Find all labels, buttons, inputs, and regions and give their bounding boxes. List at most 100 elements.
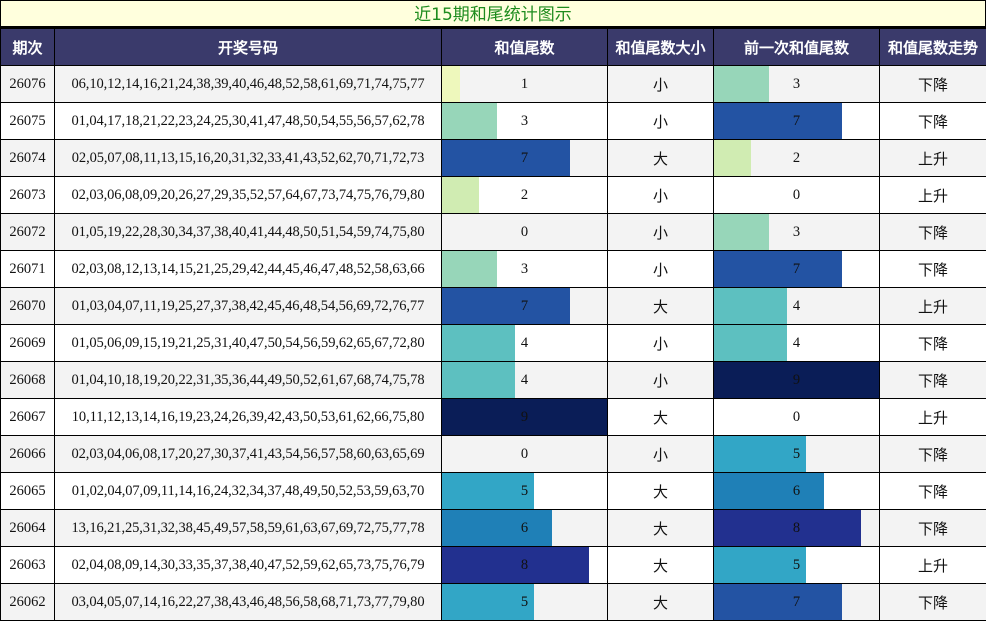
tail-bar: [442, 399, 607, 435]
table-row: 26075 01,04,17,18,21,22,23,24,25,30,41,47…: [0, 102, 986, 140]
tail-cell: 9: [441, 398, 608, 436]
prev-tail-bar: [714, 325, 788, 361]
prev-tail-value: 3: [792, 223, 801, 240]
trend-cell: 下降: [879, 65, 986, 103]
tail-value: 6: [520, 519, 529, 536]
tail-cell: 0: [441, 435, 608, 473]
header-size: 和值尾数大小: [607, 28, 714, 66]
tail-value: 2: [520, 186, 529, 203]
prev-tail-value: 0: [792, 408, 801, 425]
issue-cell: 26071: [0, 250, 55, 288]
size-cell: 小: [607, 213, 714, 251]
prev-tail-cell: 3: [713, 65, 880, 103]
numbers-cell: 01,05,06,09,15,19,21,25,31,40,47,50,54,5…: [54, 324, 442, 362]
numbers-cell: 03,04,05,07,14,16,22,27,38,43,46,48,56,5…: [54, 583, 442, 621]
trend-cell: 下降: [879, 435, 986, 473]
prev-tail-value: 4: [792, 297, 801, 314]
trend-cell: 上升: [879, 546, 986, 584]
tail-value: 1: [520, 75, 529, 92]
tail-value: 7: [520, 297, 529, 314]
prev-tail-cell: 2: [713, 139, 880, 177]
tail-bar: [442, 251, 497, 287]
prev-tail-cell: 0: [713, 176, 880, 214]
trend-cell: 下降: [879, 361, 986, 399]
prev-tail-cell: 7: [713, 102, 880, 140]
header-issue: 期次: [0, 28, 55, 66]
size-cell: 大: [607, 509, 714, 547]
numbers-cell: 02,03,08,12,13,14,15,21,25,29,42,44,45,4…: [54, 250, 442, 288]
prev-tail-value: 7: [792, 593, 801, 610]
table-row: 26073 02,03,06,08,09,20,26,27,29,35,52,57…: [0, 176, 986, 214]
stats-table: 期次 开奖号码 和值尾数 和值尾数大小 前一次和值尾数 和值尾数走势 26076…: [0, 28, 986, 621]
tail-bar: [442, 66, 461, 102]
prev-tail-value: 0: [792, 186, 801, 203]
prev-tail-cell: 7: [713, 583, 880, 621]
size-cell: 小: [607, 176, 714, 214]
tail-cell: 3: [441, 102, 608, 140]
size-cell: 大: [607, 398, 714, 436]
trend-cell: 上升: [879, 287, 986, 325]
trend-cell: 下降: [879, 324, 986, 362]
trend-cell: 上升: [879, 139, 986, 177]
size-cell: 大: [607, 546, 714, 584]
tail-bar: [442, 103, 497, 139]
prev-tail-bar: [714, 288, 788, 324]
prev-tail-cell: 5: [713, 546, 880, 584]
prev-tail-cell: 6: [713, 472, 880, 510]
table-row: 26076 06,10,12,14,16,21,24,38,39,40,46,48…: [0, 65, 986, 103]
issue-cell: 26073: [0, 176, 55, 214]
tail-cell: 7: [441, 139, 608, 177]
tail-value: 0: [520, 445, 529, 462]
table-row: 26065 01,02,04,07,09,11,14,16,24,32,34,37…: [0, 472, 986, 510]
tail-cell: 5: [441, 583, 608, 621]
tail-value: 9: [520, 408, 529, 425]
prev-tail-value: 3: [792, 75, 801, 92]
prev-tail-value: 7: [792, 112, 801, 129]
issue-cell: 26075: [0, 102, 55, 140]
prev-tail-cell: 8: [713, 509, 880, 547]
prev-tail-bar: [714, 103, 843, 139]
tail-bar: [442, 510, 552, 546]
trend-cell: 下降: [879, 509, 986, 547]
tail-value: 0: [520, 223, 529, 240]
table-row: 26070 01,03,04,07,11,19,25,27,37,38,42,45…: [0, 287, 986, 325]
numbers-cell: 01,04,17,18,21,22,23,24,25,30,41,47,48,5…: [54, 102, 442, 140]
tail-bar: [442, 140, 571, 176]
prev-tail-bar: [714, 473, 824, 509]
header-row: 期次 开奖号码 和值尾数 和值尾数大小 前一次和值尾数 和值尾数走势: [0, 28, 986, 66]
trend-cell: 上升: [879, 398, 986, 436]
size-cell: 小: [607, 65, 714, 103]
tail-value: 5: [520, 482, 529, 499]
prev-tail-value: 5: [792, 556, 801, 573]
issue-cell: 26067: [0, 398, 55, 436]
size-cell: 大: [607, 583, 714, 621]
numbers-cell: 02,03,06,08,09,20,26,27,29,35,52,57,64,6…: [54, 176, 442, 214]
tail-value: 8: [520, 556, 529, 573]
table-row: 26066 02,03,04,06,08,17,20,27,30,37,41,43…: [0, 435, 986, 473]
prev-tail-cell: 0: [713, 398, 880, 436]
table-body: 26076 06,10,12,14,16,21,24,38,39,40,46,48…: [0, 65, 986, 621]
size-cell: 小: [607, 324, 714, 362]
table-row: 26072 01,05,19,22,28,30,34,37,38,40,41,44…: [0, 213, 986, 251]
tail-value: 4: [520, 371, 529, 388]
tail-bar: [442, 473, 534, 509]
size-cell: 小: [607, 250, 714, 288]
tail-cell: 0: [441, 213, 608, 251]
trend-cell: 下降: [879, 213, 986, 251]
prev-tail-bar: [714, 140, 751, 176]
table-row: 26068 01,04,10,18,19,20,22,31,35,36,44,49…: [0, 361, 986, 399]
issue-cell: 26076: [0, 65, 55, 103]
numbers-cell: 01,05,19,22,28,30,34,37,38,40,41,44,48,5…: [54, 213, 442, 251]
tail-cell: 2: [441, 176, 608, 214]
numbers-cell: 01,02,04,07,09,11,14,16,24,32,34,37,48,4…: [54, 472, 442, 510]
tail-value: 5: [520, 593, 529, 610]
prev-tail-cell: 9: [713, 361, 880, 399]
prev-tail-value: 7: [792, 260, 801, 277]
header-trend: 和值尾数走势: [879, 28, 986, 66]
prev-tail-bar: [714, 251, 843, 287]
table-row: 26074 02,05,07,08,11,13,15,16,20,31,32,33…: [0, 139, 986, 177]
issue-cell: 26068: [0, 361, 55, 399]
size-cell: 小: [607, 361, 714, 399]
size-cell: 大: [607, 472, 714, 510]
